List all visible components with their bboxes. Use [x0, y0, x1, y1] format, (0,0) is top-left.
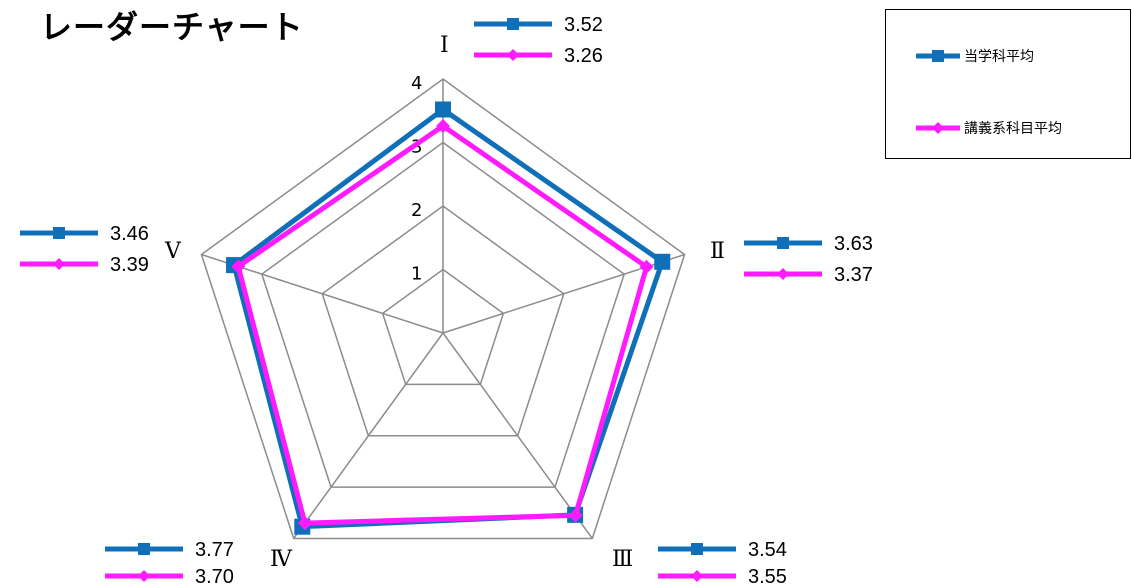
- data-label-2-2: 3.37: [834, 264, 873, 286]
- square-marker-icon: [916, 50, 960, 62]
- series-2-point-4: [297, 516, 312, 531]
- legend-item-series-2: 講義系科目平均: [916, 118, 1062, 138]
- data-label-1-2: 3.26: [564, 45, 603, 67]
- data-label-1-1: 3.52: [564, 14, 603, 36]
- tick-label-4: 4: [411, 73, 422, 94]
- callout-key-marker-3-1: [691, 543, 703, 555]
- callout-key-marker-4-1: [138, 543, 150, 555]
- spoke-4: [293, 332, 444, 539]
- data-label-4-2: 3.70: [195, 566, 234, 585]
- data-label-5-1: 3.46: [110, 223, 149, 245]
- callout-key-marker-1-2: [507, 49, 519, 61]
- callout-key-marker-5-1: [53, 227, 65, 239]
- series-2-point-3: [568, 508, 583, 523]
- series-1-point-1: [435, 101, 451, 118]
- legend: 当学科平均 講義系科目平均: [885, 9, 1131, 159]
- spoke-3: [442, 332, 593, 539]
- axis-label-5: Ⅴ: [164, 239, 182, 264]
- series-1-line: [231, 106, 665, 530]
- data-label-2-1: 3.63: [834, 233, 873, 255]
- series-2-line: [235, 123, 650, 526]
- data-label-5-2: 3.39: [110, 254, 149, 276]
- series-2-point-2: [639, 259, 654, 274]
- callout-key-marker-4-2: [138, 570, 150, 582]
- grid-ring-2: [321, 205, 565, 437]
- chart-title: レーダーチャート: [40, 8, 304, 46]
- callout-key-marker-1-1: [507, 18, 519, 30]
- axis-label-3: Ⅲ: [612, 547, 633, 572]
- data-label-3-2: 3.55: [748, 566, 787, 585]
- legend-label-series-1: 当学科平均: [964, 49, 1034, 65]
- tick-label-1: 1: [411, 264, 422, 285]
- callout-key-marker-2-1: [777, 237, 789, 249]
- axis-label-1: Ⅰ: [440, 33, 449, 58]
- legend-item-series-1: 当学科平均: [916, 46, 1034, 66]
- legend-label-series-2: 講義系科目平均: [964, 121, 1062, 137]
- callout-key-marker-5-2: [53, 258, 65, 270]
- axis-label-2: Ⅱ: [710, 239, 725, 264]
- grid-ring-4: [200, 78, 686, 540]
- diamond-marker-icon: [916, 122, 960, 134]
- series-1-point-2: [654, 253, 671, 270]
- series-2-point-5: [231, 259, 246, 274]
- axis-label-4: Ⅳ: [270, 547, 293, 572]
- tick-label-2: 2: [411, 200, 422, 221]
- data-label-3-1: 3.54: [748, 539, 787, 561]
- series-2-point-1: [436, 118, 450, 133]
- callout-key-marker-3-2: [691, 570, 703, 582]
- grid-ring-3: [260, 141, 626, 488]
- callout-key-marker-2-2: [777, 268, 789, 280]
- grid-ring-1: [381, 268, 505, 386]
- data-label-4-1: 3.77: [195, 539, 234, 561]
